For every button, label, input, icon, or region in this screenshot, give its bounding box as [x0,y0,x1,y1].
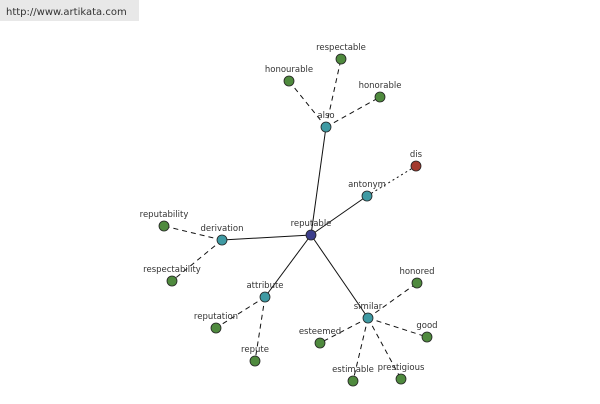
word-node [259,291,271,303]
node-label: similar [354,302,383,312]
node-label: also [317,111,334,121]
node-label: estimable [332,365,374,375]
word-node [210,322,222,334]
relation-edge [215,296,266,329]
node-label: attribute [246,281,283,291]
url: http://www.artikata.com [6,7,127,18]
relation-edge [325,96,381,128]
word-node [347,375,359,387]
word-node [421,331,433,343]
node-label: honourable [265,65,313,75]
node-label: dis [410,150,423,160]
url-banner [0,0,139,21]
word-node [283,75,295,87]
word-node [362,312,374,324]
main-edge [221,234,312,241]
node-label: prestigious [378,363,425,373]
word-node [335,53,347,65]
node-label: antonym [348,180,386,190]
node-label: good [416,321,437,331]
word-node [305,229,317,241]
word-node [410,160,422,172]
node-label: derivation [200,224,243,234]
word-node [166,275,178,287]
node-label: honorable [359,81,402,91]
relation-edge [254,296,266,362]
relation-edge [367,282,418,319]
word-node [314,337,326,349]
node-label: reputable [291,219,332,229]
node-label: reputability [140,210,189,220]
word-node [320,121,332,133]
word-node [411,277,423,289]
word-node [395,373,407,385]
main-edge [310,195,368,236]
main-edge [264,234,312,298]
relation-edge [319,317,369,344]
relation-edge [288,80,327,128]
relation-edge [352,317,369,382]
main-edge [310,126,327,236]
relation-edge [367,317,428,338]
word-node [158,220,170,232]
node-label: esteemed [299,327,341,337]
node-label: reputation [194,312,238,322]
node-label: honored [399,267,434,277]
node-label: repute [241,345,269,355]
word-node [249,355,261,367]
node-label: respectable [316,43,366,53]
relation-edge [367,317,402,380]
relation-edge [171,239,223,282]
relation-edge [325,58,342,128]
word-node [374,91,386,103]
word-node [216,234,228,246]
main-edge [310,234,369,319]
word-node [361,190,373,202]
relation-edge [163,225,223,241]
node-label: respectability [143,265,201,275]
